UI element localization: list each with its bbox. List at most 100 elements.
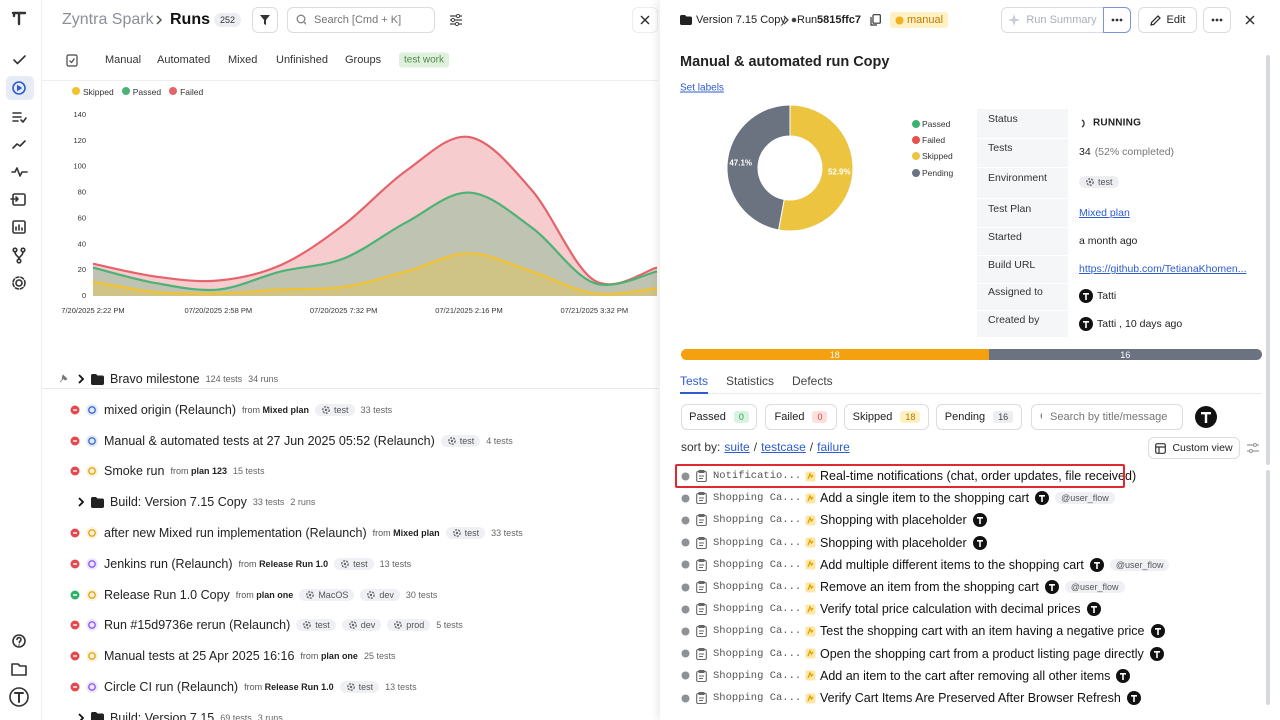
nav-user[interactable]	[9, 687, 29, 707]
test-row[interactable]: Notificatio... Real-time notifications (c…	[681, 466, 1136, 486]
run-tab[interactable]: Automated	[157, 54, 211, 66]
run-row[interactable]: mixed origin (Relaunch) from Mixed plan te…	[58, 399, 392, 421]
filter-name: Passed	[689, 411, 726, 423]
tag-text: dev	[379, 589, 394, 600]
run-tests: 15 tests	[233, 466, 265, 477]
detail-link[interactable]: https://github.com/TetianaKhomen...	[1079, 263, 1247, 275]
sort-option[interactable]: testcase	[761, 440, 806, 454]
project-name[interactable]: Zyntra Spark	[62, 11, 154, 28]
nav-help[interactable]	[12, 634, 26, 648]
plan-name[interactable]: plan one	[256, 589, 294, 600]
tabs-divider	[680, 393, 1262, 394]
run-row[interactable]: Jenkins run (Relaunch) from Release Run 1…	[58, 553, 411, 575]
more-button[interactable]	[1203, 7, 1231, 33]
badge-icon	[895, 16, 904, 24]
filter-button[interactable]	[252, 7, 278, 33]
nav-analytics[interactable]	[12, 220, 26, 234]
test-row[interactable]: Shopping Ca... Add an item to the cart af…	[681, 666, 1131, 686]
run-row[interactable]: after new Mixed run implementation (Rela…	[58, 522, 523, 544]
run-type-icon	[86, 557, 98, 570]
run-row[interactable]: Release Run 1.0 Copy from plan one MacOS de…	[58, 584, 437, 606]
run-type-icon	[86, 619, 98, 632]
plan-name[interactable]: Mixed plan	[393, 528, 440, 538]
plan-name[interactable]: Mixed plan	[262, 404, 310, 415]
run-row[interactable]: Run #15d9736e rerun (Relaunch) test dev pro…	[58, 614, 463, 636]
sort-option[interactable]: suite	[724, 440, 750, 454]
status-filter[interactable]: Failed 0	[765, 404, 837, 430]
run-row[interactable]: Manual & automated tests at 27 Jun 2025 …	[58, 430, 513, 452]
search-input[interactable]	[312, 13, 434, 27]
logo[interactable]	[11, 11, 27, 26]
test-row[interactable]: Shopping Ca... Shopping with placeholder	[681, 533, 987, 553]
runs-chart: 0 20 40 60 80 100 120 140 7/20/2025 2:22 PM 07/20…	[61, 110, 658, 315]
custom-view-button[interactable]: Custom view	[1148, 437, 1240, 459]
test-row[interactable]: Shopping Ca... Add a single item to the s…	[681, 488, 1115, 508]
pin-icon	[58, 713, 68, 720]
close-button[interactable]	[632, 7, 658, 33]
test-row[interactable]: Shopping Ca... Remove an item from the sh…	[681, 577, 1125, 597]
group-row[interactable]: Bravo milestone 124 tests 34 runs	[58, 368, 278, 390]
divider	[42, 80, 658, 81]
test-title: Shopping with placeholder	[820, 513, 967, 528]
run-tab[interactable]: Manual	[105, 54, 142, 66]
test-search-input[interactable]	[1048, 410, 1182, 424]
plan-name[interactable]: plan 123	[190, 466, 227, 477]
status-filter[interactable]: Passed 0	[681, 404, 757, 430]
run-row[interactable]: Circle CI run (Relaunch) from Release Run…	[58, 676, 417, 698]
test-row[interactable]: Shopping Ca... Verify Cart Items Are Pres…	[681, 688, 1141, 708]
tabs-icon[interactable]	[65, 53, 79, 67]
group-row[interactable]: Build: Version 7.15 69 tests 3 runs	[58, 707, 283, 720]
sort-option[interactable]: failure	[817, 440, 850, 454]
version-name[interactable]: Version 7.15 Copy	[696, 14, 786, 26]
more-button[interactable]	[1103, 7, 1131, 33]
detail-tab[interactable]: Statistics	[726, 374, 775, 388]
test-row[interactable]: Shopping Ca... Verify total price calcula…	[681, 599, 1101, 619]
avatar	[1116, 668, 1131, 683]
run-summary-button[interactable]: Run Summary	[1001, 7, 1104, 33]
detail-link[interactable]: Mixed plan	[1079, 207, 1130, 219]
run-row[interactable]: Smoke run from plan 123 15 tests	[58, 460, 265, 482]
run-tab[interactable]: Mixed	[228, 54, 258, 66]
status-icon	[70, 528, 80, 538]
manual-icon	[805, 493, 816, 504]
run-tab[interactable]: test work	[399, 52, 450, 68]
nav-settings[interactable]	[15, 279, 23, 287]
run-type-icon	[86, 527, 98, 539]
run-tab[interactable]: Unfinished	[276, 54, 328, 66]
filter-count: 18	[900, 411, 921, 423]
nav-plans[interactable]	[12, 140, 26, 149]
testcase-icon	[696, 692, 707, 704]
view-settings[interactable]	[449, 13, 463, 27]
edit-button[interactable]: Edit	[1138, 7, 1197, 33]
breadcrumb-sep	[783, 15, 797, 25]
plan-name[interactable]: Release Run 1.0	[259, 558, 329, 569]
test-row[interactable]: Shopping Ca... Open the shopping cart fro…	[681, 644, 1164, 664]
nav-pulse[interactable]	[11, 167, 28, 177]
run-name: Jenkins run (Relaunch)	[104, 556, 233, 571]
run-row[interactable]: Manual tests at 25 Apr 2025 16:16 from pl…	[58, 645, 395, 667]
legend-dot	[72, 87, 80, 95]
detail-tab[interactable]: Tests	[680, 374, 709, 388]
run-tab[interactable]: Groups	[345, 54, 382, 66]
row-divider	[977, 167, 1262, 168]
test-row[interactable]: Shopping Ca... Add multiple different ite…	[681, 555, 1170, 575]
progress-segment: 18	[681, 349, 989, 360]
plan-name[interactable]: Release Run 1.0	[264, 682, 334, 692]
detail-tab[interactable]: Defects	[792, 374, 833, 388]
nav-check[interactable]	[13, 55, 26, 65]
test-row[interactable]: Shopping Ca... Shopping with placeholder	[681, 510, 987, 530]
group-row[interactable]: Build: Version 7.15 Copy 33 tests 2 runs	[58, 491, 315, 513]
status-filter[interactable]: Skipped 18	[844, 404, 929, 430]
nav-projects[interactable]	[11, 663, 27, 676]
test-row[interactable]: Shopping Ca... Test the shopping cart wit…	[681, 621, 1165, 641]
status-icon	[70, 620, 80, 630]
nav-runs[interactable]	[12, 81, 26, 95]
copy-icon[interactable]	[870, 14, 881, 26]
list-settings[interactable]	[1247, 443, 1259, 453]
plan-name[interactable]: plan one	[320, 651, 358, 662]
nav-tests[interactable]	[12, 112, 27, 123]
set-labels-link[interactable]: Set labels	[680, 82, 724, 94]
close-icon[interactable]	[1245, 15, 1255, 25]
user-avatar[interactable]	[1195, 406, 1217, 428]
status-filter[interactable]: Pending 16	[936, 404, 1022, 430]
